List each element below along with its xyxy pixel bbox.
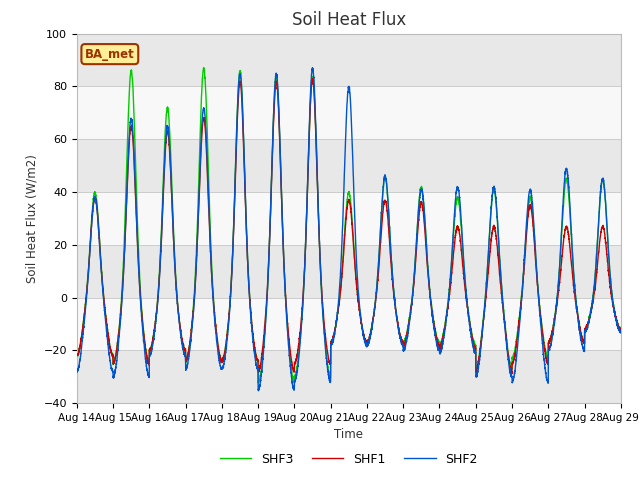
Line: SHF1: SHF1 xyxy=(77,79,621,374)
Bar xyxy=(77,34,621,86)
SHF2 xyxy=(617,329,625,335)
Legend: SHF3, SHF1, SHF2: SHF3, SHF1, SHF2 xyxy=(214,448,483,471)
SHF1 xyxy=(616,325,624,331)
SHF1 xyxy=(329,336,337,342)
SHF3 xyxy=(73,351,81,357)
SHF1 xyxy=(441,327,449,333)
SHF3 xyxy=(171,249,179,255)
SHF2 xyxy=(73,369,81,374)
SHF3 xyxy=(502,328,509,334)
SHF2 xyxy=(329,340,337,346)
SHF3 xyxy=(329,337,337,343)
SHF1 xyxy=(471,344,479,349)
Bar xyxy=(77,139,621,192)
X-axis label: Time: Time xyxy=(334,429,364,442)
Title: Soil Heat Flux: Soil Heat Flux xyxy=(292,11,406,29)
SHF1 xyxy=(309,76,317,82)
Bar xyxy=(77,245,621,298)
SHF3 xyxy=(255,380,262,386)
SHF3 xyxy=(441,324,449,330)
SHF2 xyxy=(502,334,509,339)
SHF2 xyxy=(171,255,179,261)
Line: SHF2: SHF2 xyxy=(77,68,621,391)
SHF1 xyxy=(171,258,179,264)
SHF1 xyxy=(502,329,509,335)
Bar xyxy=(77,298,621,350)
SHF1 xyxy=(508,371,516,377)
SHF1 xyxy=(73,352,81,358)
SHF3 xyxy=(471,342,479,348)
SHF3 xyxy=(616,327,624,333)
Bar xyxy=(77,192,621,245)
SHF2 xyxy=(616,330,624,336)
SHF1 xyxy=(617,327,625,333)
Y-axis label: Soil Heat Flux (W/m2): Soil Heat Flux (W/m2) xyxy=(25,154,38,283)
SHF2 xyxy=(441,328,449,334)
Bar xyxy=(77,350,621,403)
SHF2 xyxy=(308,65,316,71)
SHF2 xyxy=(471,349,479,355)
SHF3 xyxy=(200,65,208,71)
Bar xyxy=(77,86,621,139)
SHF3 xyxy=(617,327,625,333)
Text: BA_met: BA_met xyxy=(85,48,134,60)
Line: SHF3: SHF3 xyxy=(77,68,621,383)
SHF2 xyxy=(255,388,262,394)
